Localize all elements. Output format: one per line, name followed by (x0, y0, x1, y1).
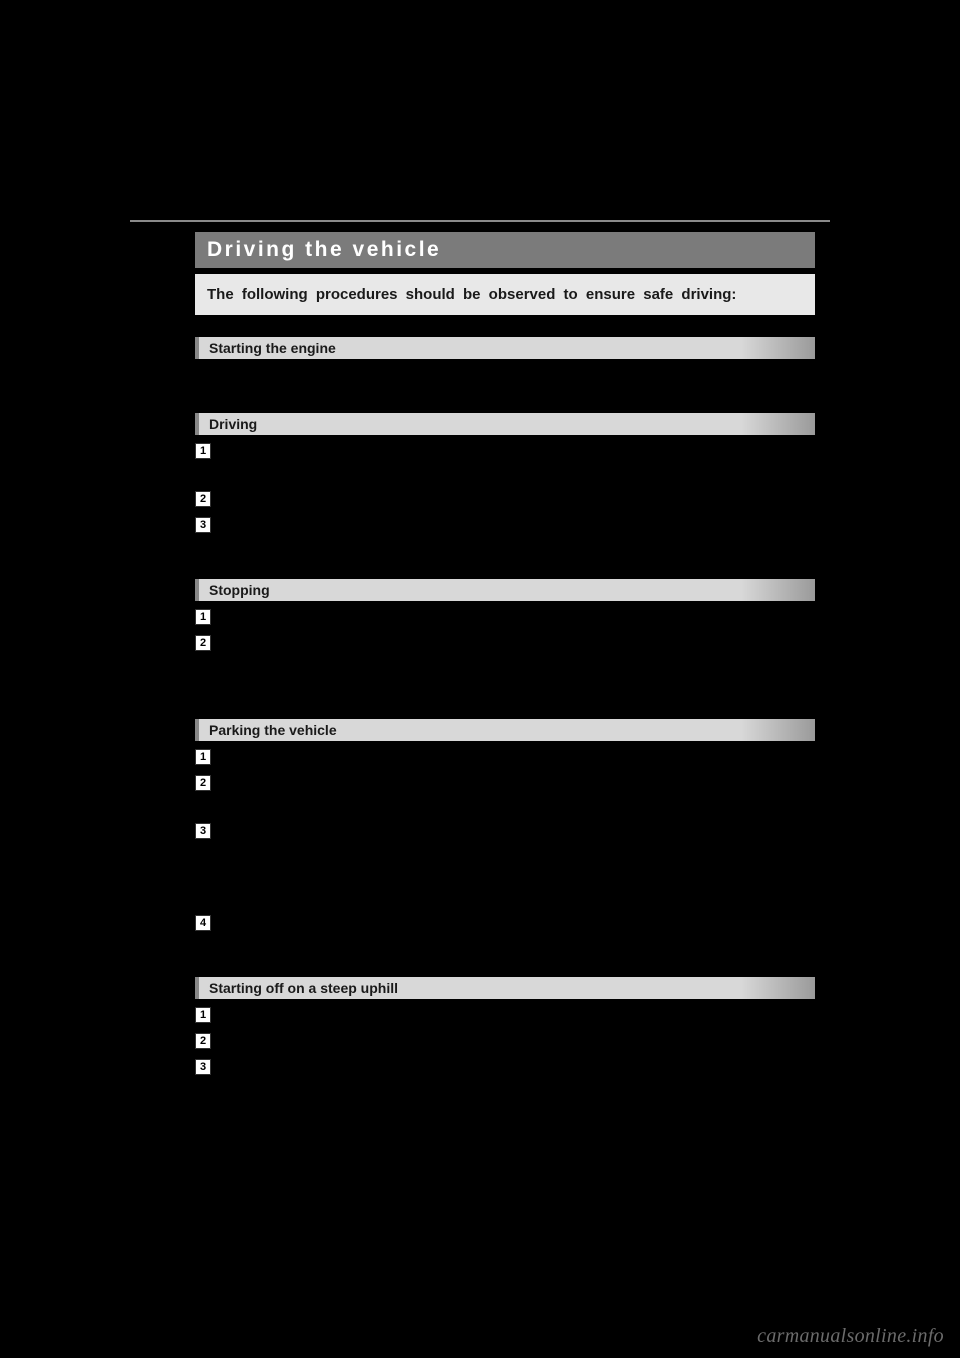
step: 2 (195, 773, 815, 817)
step-number-badge: 3 (195, 517, 211, 533)
step: 3 (195, 515, 815, 559)
section-gap (195, 365, 815, 393)
step: 1 (195, 1005, 815, 1027)
step: 1 (195, 747, 815, 769)
step-number-badge: 2 (195, 1033, 211, 1049)
step: 3 (195, 1057, 815, 1079)
intro-text: The following procedures should be obser… (207, 286, 736, 303)
step: 3 (195, 821, 815, 909)
step-number-badge: 1 (195, 749, 211, 765)
page-content: Driving the vehicle The following proced… (195, 232, 815, 1099)
section-heading: Starting off on a steep uphill (195, 977, 815, 999)
step-number-badge: 3 (195, 823, 211, 839)
step: 1 (195, 607, 815, 629)
step: 2 (195, 489, 815, 511)
section-heading-label: Starting off on a steep uphill (209, 980, 398, 996)
section-heading-label: Starting the engine (209, 340, 336, 356)
watermark: carmanualsonline.info (757, 1325, 944, 1348)
step-number-badge: 3 (195, 1059, 211, 1075)
section: Stopping 1 2 (195, 579, 815, 699)
step: 2 (195, 633, 815, 699)
step-number-badge: 1 (195, 1007, 211, 1023)
section: Parking the vehicle 1 2 3 4 (195, 719, 815, 957)
step-number-badge: 2 (195, 491, 211, 507)
section-heading-label: Stopping (209, 582, 270, 598)
step-number-badge: 1 (195, 609, 211, 625)
section-heading: Parking the vehicle (195, 719, 815, 741)
section-heading: Stopping (195, 579, 815, 601)
section: Starting off on a steep uphill 1 2 3 (195, 977, 815, 1079)
step-number-badge: 2 (195, 775, 211, 791)
page-title: Driving the vehicle (207, 238, 441, 262)
section-heading: Starting the engine (195, 337, 815, 359)
step: 1 (195, 441, 815, 485)
section-heading: Driving (195, 413, 815, 435)
step: 4 (195, 913, 815, 957)
page-title-bar: Driving the vehicle (195, 232, 815, 268)
section: Driving 1 2 3 (195, 413, 815, 559)
horizontal-rule (130, 220, 830, 222)
intro-box: The following procedures should be obser… (195, 274, 815, 315)
step: 2 (195, 1031, 815, 1053)
step-number-badge: 4 (195, 915, 211, 931)
section-heading-label: Parking the vehicle (209, 722, 337, 738)
step-number-badge: 1 (195, 443, 211, 459)
section-heading-label: Driving (209, 416, 257, 432)
step-number-badge: 2 (195, 635, 211, 651)
section: Starting the engine (195, 337, 815, 393)
